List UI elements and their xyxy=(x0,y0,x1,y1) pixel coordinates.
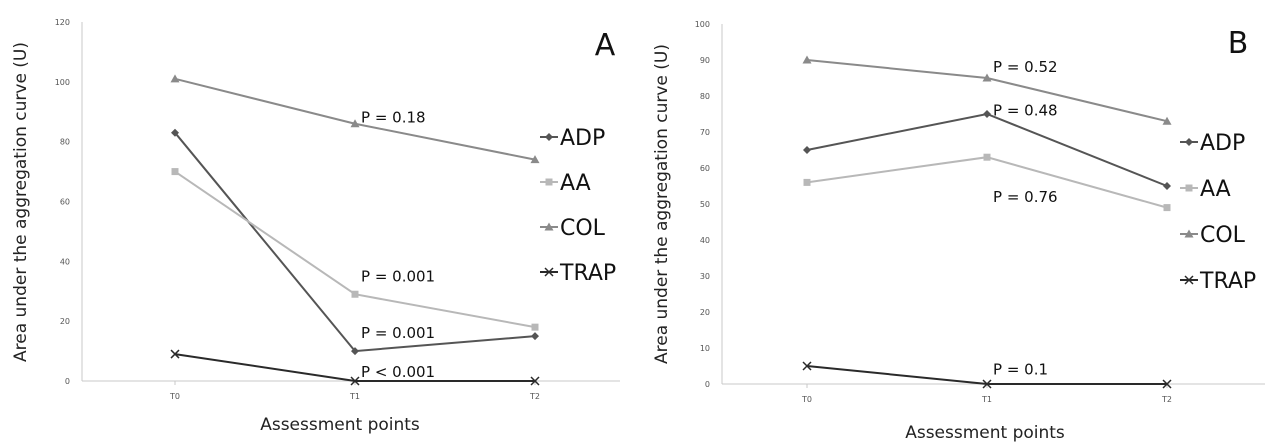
data-point-aa xyxy=(1163,204,1171,212)
series-line-adp xyxy=(174,132,536,353)
data-point-aa xyxy=(171,168,179,176)
y-tick-label: 40 xyxy=(60,257,70,266)
data-point-col xyxy=(530,155,540,164)
data-point-aa xyxy=(351,290,359,298)
data-point-col xyxy=(1162,116,1172,125)
data-point-aa xyxy=(531,323,539,331)
y-axis-title: Area under the aggregation curve (U) xyxy=(11,42,31,362)
data-point-aa xyxy=(983,153,991,161)
legend-marker-col xyxy=(1184,229,1194,238)
y-tick-label: 20 xyxy=(60,317,70,326)
data-point-adp xyxy=(1163,182,1171,190)
y-tick-label: 10 xyxy=(700,344,710,353)
p-value-annotation: P = 0.48 xyxy=(993,101,1058,119)
x-tick-label: T0 xyxy=(801,395,812,404)
x-tick-label: T2 xyxy=(529,392,540,401)
y-tick-label: 80 xyxy=(700,92,710,101)
y-tick-label: 20 xyxy=(700,308,710,317)
y-tick-label: 0 xyxy=(705,380,710,389)
data-point-trap xyxy=(170,349,180,359)
x-tick-label: T1 xyxy=(981,395,992,404)
y-tick-label: 120 xyxy=(55,18,70,27)
data-point-trap xyxy=(530,376,540,386)
p-value-annotation: P = 0.001 xyxy=(361,324,435,342)
series-line-aa xyxy=(174,170,536,329)
marker-x-stroke xyxy=(350,376,360,386)
marker-x-stroke xyxy=(544,267,554,277)
data-point-col xyxy=(170,74,180,83)
x-axis-title: Assessment points xyxy=(905,423,1065,443)
marker-x-stroke xyxy=(1162,379,1172,389)
y-tick-label: 100 xyxy=(695,20,710,29)
legend-marker-adp xyxy=(1185,138,1193,146)
panel-a: 0 20 40 60 80 100 120 T0 T1 T2 Area under the aggr… xyxy=(11,18,620,435)
data-point-col xyxy=(350,119,360,128)
p-value-annotation: P < 0.001 xyxy=(361,363,435,381)
data-point-col xyxy=(982,73,992,82)
legend-label-trap: TRAP xyxy=(559,261,616,286)
y-tick-label: 80 xyxy=(60,138,70,147)
p-value-annotation: P = 0.76 xyxy=(993,188,1058,206)
legend-label-adp: ADP xyxy=(1200,131,1245,156)
data-point-aa xyxy=(803,178,811,186)
data-point-adp xyxy=(351,347,359,356)
y-tick-label: 100 xyxy=(55,78,70,87)
marker-x-stroke xyxy=(1184,275,1194,285)
marker-x-stroke xyxy=(170,349,180,359)
panel-b: 0 10 20 30 40 50 60 70 80 90 100 T0 T1 T2 Area under t… xyxy=(652,20,1265,443)
x-tick-label: T2 xyxy=(1161,395,1172,404)
data-point-col xyxy=(802,55,812,64)
y-tick-label: 50 xyxy=(700,200,710,209)
panel-label: A xyxy=(595,28,616,63)
data-point-adp xyxy=(803,146,811,154)
data-point-trap xyxy=(350,376,360,386)
marker-x-stroke xyxy=(530,376,540,386)
legend-label-trap: TRAP xyxy=(1199,269,1256,294)
p-value-annotation: P = 0.001 xyxy=(361,267,435,285)
legend-label-col: COL xyxy=(1200,223,1246,248)
y-tick-label: 40 xyxy=(700,236,710,245)
x-axis-title: Assessment points xyxy=(260,415,420,435)
data-point-trap xyxy=(802,361,812,371)
legend-label-col: COL xyxy=(560,216,606,241)
legend-marker-trap xyxy=(544,267,554,277)
marker-x-stroke xyxy=(802,361,812,371)
data-point-trap xyxy=(1162,379,1172,389)
y-tick-label: 30 xyxy=(700,272,710,281)
legend-marker-col xyxy=(544,222,554,231)
series-line-trap xyxy=(806,365,1167,385)
marker-x-stroke xyxy=(982,379,992,389)
panel-label: B xyxy=(1228,26,1249,61)
data-point-adp xyxy=(171,128,179,137)
y-tick-label: 60 xyxy=(700,164,710,173)
p-value-annotation: P = 0.18 xyxy=(361,109,426,127)
y-tick-label: 70 xyxy=(700,128,710,137)
x-tick-label: T1 xyxy=(349,392,360,401)
p-value-annotation: P = 0.1 xyxy=(993,361,1048,379)
p-value-annotation: P = 0.52 xyxy=(993,58,1058,76)
y-tick-label: 0 xyxy=(65,377,70,386)
y-axis-title: Area under the aggregation curve (U) xyxy=(652,44,672,364)
series-line-trap xyxy=(174,353,535,382)
data-point-trap xyxy=(982,379,992,389)
legend-marker-aa xyxy=(545,178,553,186)
legend-label-adp: ADP xyxy=(560,126,605,151)
y-tick-label: 90 xyxy=(700,56,710,65)
y-tick-label: 60 xyxy=(60,198,70,207)
x-tick-label: T0 xyxy=(169,392,180,401)
legend-marker-adp xyxy=(545,133,553,141)
legend-marker-trap xyxy=(1184,275,1194,285)
data-point-adp xyxy=(983,110,991,118)
legend-marker-aa xyxy=(1185,184,1193,192)
legend-label-aa: AA xyxy=(1200,177,1231,202)
data-point-adp xyxy=(531,332,539,341)
legend-label-aa: AA xyxy=(560,171,591,196)
